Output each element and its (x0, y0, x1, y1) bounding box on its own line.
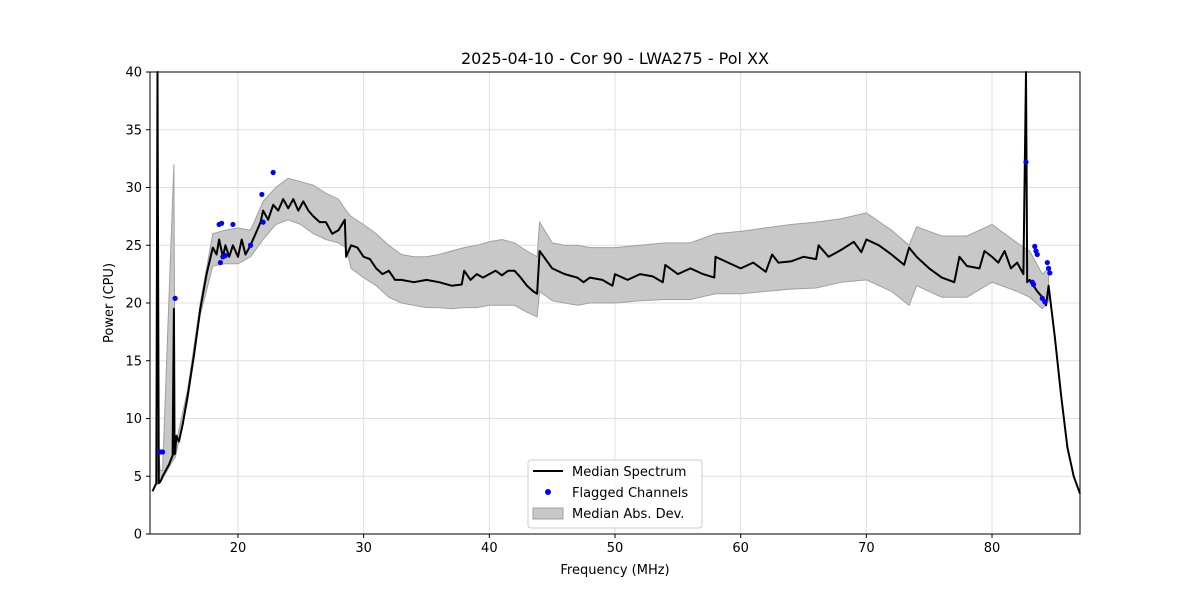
legend-mad-swatch (532, 507, 564, 520)
y-tick-label: 15 (125, 354, 142, 369)
flagged-channel-point (159, 449, 166, 455)
flagged-channel-point (1032, 243, 1038, 250)
y-tick-label: 25 (125, 239, 142, 254)
flagged-channel-point (1045, 265, 1052, 271)
legend-box (527, 459, 703, 529)
flagged-channel-point (217, 259, 223, 266)
y-axis: 0 5 10 15 20 25 30 35 40 (125, 66, 150, 543)
flagged-channel-point (260, 219, 266, 225)
x-axis-label: Frequency (MHz) (560, 563, 669, 578)
y-tick-label: 5 (134, 470, 142, 485)
y-axis-label: Power (CPU) (102, 263, 117, 343)
flagged-channel-point (1030, 281, 1037, 288)
x-tick-label: 80 (984, 541, 1001, 556)
flagged-channel-point (230, 221, 236, 228)
flagged-channel-point (1023, 159, 1029, 165)
x-tick-label: 40 (481, 541, 498, 556)
flagged-points-layer (157, 159, 1053, 455)
legend: Median Spectrum Flagged Channels Median … (527, 459, 703, 529)
legend-mad-label: Median Abs. Dev. (572, 507, 684, 522)
flagged-channel-point (1044, 259, 1050, 266)
x-axis: 20 30 40 50 60 70 80 (230, 534, 1001, 556)
x-tick-label: 20 (230, 541, 247, 556)
x-tick-label: 50 (607, 541, 624, 556)
y-tick-label: 35 (125, 123, 142, 138)
x-tick-label: 70 (858, 541, 875, 556)
y-tick-label: 20 (125, 297, 142, 312)
x-tick-label: 60 (732, 541, 749, 556)
y-tick-label: 30 (125, 181, 142, 196)
legend-flagged-swatch (545, 489, 551, 495)
y-tick-label: 10 (125, 412, 142, 427)
mad-band (157, 164, 1050, 486)
mad-band-layer (157, 164, 1050, 486)
median-line-layer (151, 71, 1081, 494)
chart-title: 2025-04-10 - Cor 90 - LWA275 - Pol XX (461, 49, 769, 68)
legend-flagged-label: Flagged Channels (572, 486, 688, 501)
flagged-channel-point (219, 220, 225, 226)
flagged-channel-point (247, 242, 254, 248)
flagged-channel-point (172, 295, 178, 301)
flagged-channel-point (222, 253, 229, 259)
legend-median-label: Median Spectrum (572, 465, 686, 480)
flagged-channel-point (1042, 299, 1048, 305)
flagged-channel-point (1034, 251, 1040, 258)
flagged-channel-point (270, 169, 276, 176)
y-tick-label: 0 (134, 528, 142, 543)
x-tick-label: 30 (355, 541, 372, 556)
y-tick-label: 40 (125, 66, 142, 81)
median-spectrum-line (151, 71, 1081, 494)
flagged-channel-point (259, 191, 265, 198)
flagged-channel-point (1047, 270, 1053, 276)
